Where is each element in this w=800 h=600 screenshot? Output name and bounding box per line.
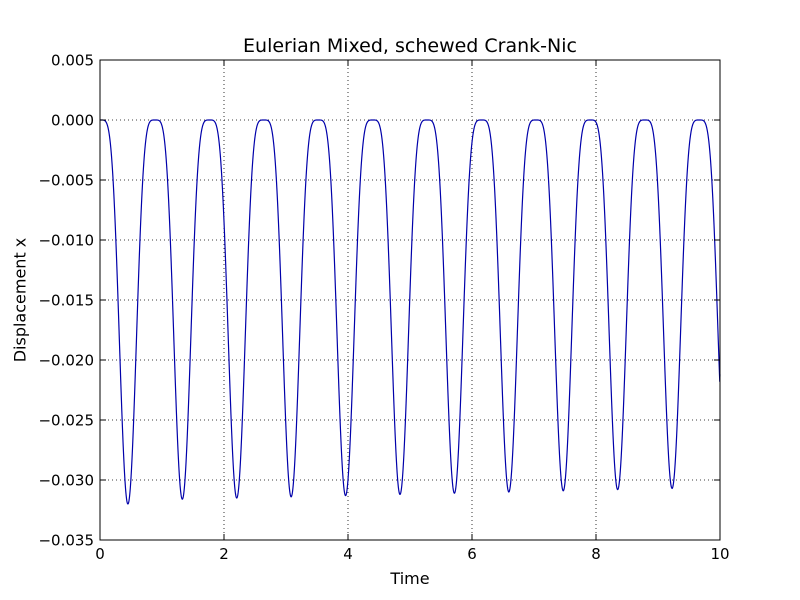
- x-tick-label: 2: [219, 545, 229, 563]
- tick-labels: 0 2 4 6 8 10 0.005 0.000 −0.005 −0.010 −0.015 −0.02…: [38, 51, 729, 563]
- y-tick-label: 0.005: [51, 51, 94, 69]
- x-tick-label: 6: [467, 545, 477, 563]
- x-tick-label: 10: [710, 545, 729, 563]
- x-axis-label: Time: [389, 569, 429, 588]
- y-tick-label: −0.025: [38, 411, 94, 429]
- y-tick-label: −0.010: [38, 231, 94, 249]
- y-tick-label: −0.005: [38, 171, 94, 189]
- tick-marks: [99, 59, 721, 541]
- y-tick-label: −0.020: [38, 351, 94, 369]
- series-line-displacement: [100, 119, 721, 505]
- x-tick-label: 0: [95, 545, 105, 563]
- y-axis-label: Displacement x: [11, 238, 30, 363]
- x-tick-label: 8: [591, 545, 601, 563]
- y-tick-label: −0.030: [38, 471, 94, 489]
- series-group: [100, 119, 721, 505]
- x-tick-label: 4: [343, 545, 353, 563]
- chart-title: Eulerian Mixed, schewed Crank-Nic: [243, 35, 577, 57]
- y-tick-label: −0.015: [38, 291, 94, 309]
- y-tick-label: −0.035: [38, 531, 94, 549]
- y-tick-label: 0.000: [51, 111, 94, 129]
